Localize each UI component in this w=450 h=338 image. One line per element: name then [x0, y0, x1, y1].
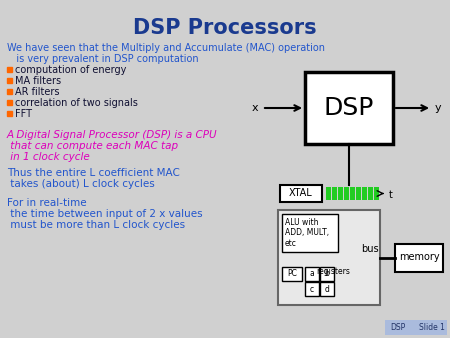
Text: memory: memory [399, 252, 439, 263]
Bar [282, 267, 302, 281]
Bar [7, 67, 12, 72]
Bar [344, 187, 349, 200]
Text: c: c [310, 285, 314, 293]
Text: the time between input of 2 x values: the time between input of 2 x values [7, 209, 202, 219]
Bar [305, 267, 319, 281]
Text: Thus the entire L coefficient MAC: Thus the entire L coefficient MAC [7, 168, 180, 178]
Bar [356, 187, 361, 200]
Bar [326, 187, 331, 200]
Text: a: a [310, 269, 315, 279]
Bar [368, 187, 373, 200]
Text: t: t [389, 190, 393, 199]
Bar [338, 187, 343, 200]
Text: b: b [324, 269, 329, 279]
Text: Slide 1: Slide 1 [419, 322, 445, 332]
Bar [7, 89, 12, 94]
Text: FFT: FFT [15, 109, 32, 119]
Text: DSP: DSP [390, 322, 405, 332]
Bar [350, 187, 355, 200]
Text: AR filters: AR filters [15, 87, 59, 97]
Bar [305, 72, 393, 144]
Bar [280, 185, 322, 202]
Text: that can compute each MAC tap: that can compute each MAC tap [7, 141, 178, 151]
Text: A Digital Signal Processor (DSP) is a CPU: A Digital Signal Processor (DSP) is a CP… [7, 130, 218, 140]
Text: registers: registers [316, 267, 350, 276]
Text: MA filters: MA filters [15, 76, 61, 86]
Bar [320, 282, 334, 296]
Text: PC: PC [287, 269, 297, 279]
Text: d: d [324, 285, 329, 293]
Text: correlation of two signals: correlation of two signals [15, 98, 138, 108]
Text: DSP Processors: DSP Processors [133, 18, 317, 38]
Bar [305, 282, 319, 296]
Bar [332, 187, 337, 200]
Text: We have seen that the Multiply and Accumulate (MAC) operation: We have seen that the Multiply and Accum… [7, 43, 325, 53]
Text: DSP: DSP [324, 96, 374, 120]
Bar [385, 320, 447, 335]
Bar [395, 243, 443, 271]
Text: y: y [435, 103, 441, 113]
Bar [282, 214, 338, 252]
Bar [374, 187, 379, 200]
Text: must be more than L clock cycles: must be more than L clock cycles [7, 220, 185, 230]
Text: x: x [252, 103, 258, 113]
Text: For in real-time: For in real-time [7, 198, 86, 208]
Text: in 1 clock cycle: in 1 clock cycle [7, 152, 90, 162]
Bar [320, 267, 334, 281]
Text: takes (about) L clock cycles: takes (about) L clock cycles [7, 179, 155, 189]
Bar [278, 210, 380, 305]
Text: XTAL: XTAL [289, 189, 313, 198]
Text: is very prevalent in DSP computation: is very prevalent in DSP computation [7, 54, 198, 64]
Bar [362, 187, 367, 200]
Text: bus: bus [361, 243, 379, 254]
Text: ALU with
ADD, MULT,
etc: ALU with ADD, MULT, etc [285, 218, 329, 248]
Text: computation of energy: computation of energy [15, 65, 126, 75]
Bar [7, 100, 12, 105]
Bar [7, 111, 12, 116]
Bar [7, 78, 12, 83]
